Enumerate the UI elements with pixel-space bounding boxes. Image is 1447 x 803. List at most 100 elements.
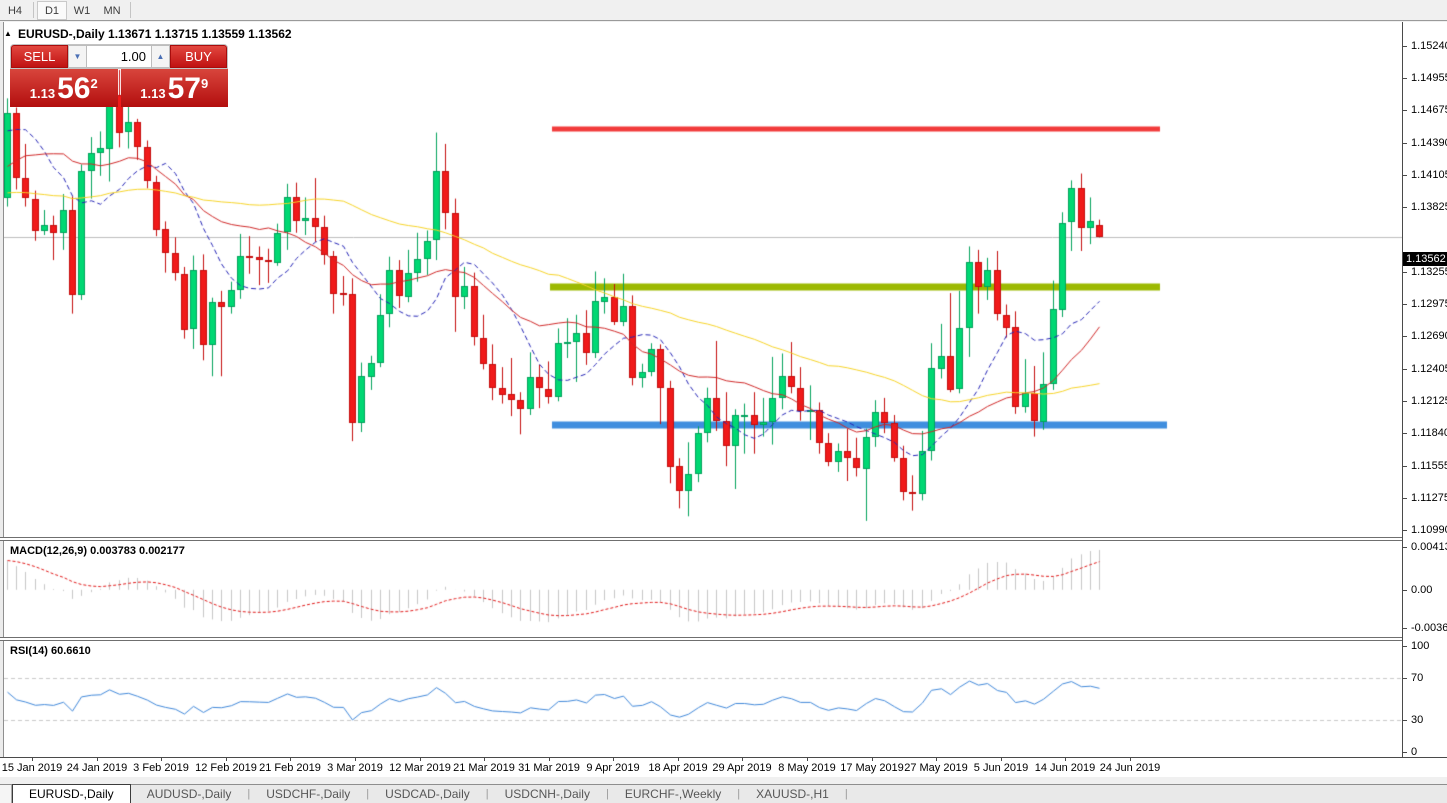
tab-separator: | xyxy=(485,788,489,800)
tab-eurchf-weekly[interactable]: EURCHF-,Weekly xyxy=(624,787,722,801)
tab-separator: | xyxy=(605,788,609,800)
tab-xauusd-h1[interactable]: XAUUSD-,H1 xyxy=(756,787,829,801)
date-axis[interactable]: 15 Jan 2019 24 Jan 2019 3 Feb 2019 12 Feb 2… xyxy=(0,757,1447,777)
tab-separator: | xyxy=(844,788,848,800)
rsi-label: RSI(14) 60.6610 xyxy=(10,645,91,657)
axis-tick xyxy=(1403,175,1407,176)
axis-tick xyxy=(1403,272,1407,273)
tab-separator: | xyxy=(366,788,370,800)
date-label: 3 Feb 2019 xyxy=(133,762,189,774)
price-chart-canvas[interactable] xyxy=(4,22,1402,537)
pane-splitter[interactable] xyxy=(0,537,1447,541)
chart-ohlc-values: 1.13671 1.13715 1.13559 1.13562 xyxy=(108,27,292,41)
date-label: 14 Jun 2019 xyxy=(1034,762,1096,774)
rsi-indicator-canvas[interactable] xyxy=(4,641,1402,756)
buy-price-panel[interactable]: 1.13 57 9 xyxy=(120,69,228,107)
macd-axis-label: 0.00 xyxy=(1411,584,1433,596)
timeframe-button-w1[interactable]: W1 xyxy=(73,4,91,17)
date-tick xyxy=(1130,758,1131,761)
price-axis-label: 1.11840 xyxy=(1411,427,1447,439)
axis-tick xyxy=(1403,547,1407,548)
macd-label: MACD(12,26,9) 0.003783 0.002177 xyxy=(10,545,185,557)
date-label: 5 Jun 2019 xyxy=(973,762,1029,774)
macd-axis-label: 0.004139 xyxy=(1411,541,1447,553)
date-tick xyxy=(872,758,873,761)
date-tick xyxy=(742,758,743,761)
rsi-axis-label: 0 xyxy=(1411,746,1418,758)
date-tick xyxy=(161,758,162,761)
axis-tick xyxy=(1403,143,1407,144)
axis-tick xyxy=(1403,530,1407,531)
axis-tick xyxy=(1403,46,1407,47)
axis-tick xyxy=(1403,336,1407,337)
price-axis-label: 1.14675 xyxy=(1411,104,1447,116)
sell-price-pip: 2 xyxy=(90,76,98,91)
price-axis-label: 1.14390 xyxy=(1411,137,1447,149)
timeframe-toolbar: H4 D1 W1 MN xyxy=(0,0,1447,21)
sell-price-panel[interactable]: 1.13 56 2 xyxy=(10,69,118,107)
date-label: 3 Mar 2019 xyxy=(327,762,383,774)
axis-tick xyxy=(1403,720,1407,721)
pane-splitter[interactable] xyxy=(0,637,1447,641)
date-label: 17 May 2019 xyxy=(840,762,904,774)
tab-separator: | xyxy=(247,788,251,800)
axis-tick xyxy=(1403,628,1407,629)
axis-tick xyxy=(1403,678,1407,679)
volume-input[interactable] xyxy=(87,45,151,68)
price-axis-label: 1.10990 xyxy=(1411,524,1447,536)
date-tick xyxy=(97,758,98,761)
one-click-trade-widget: SELL ▼ ▲ BUY 1.13 56 2 1.13 57 9 xyxy=(10,44,228,107)
macd-indicator-canvas[interactable] xyxy=(4,541,1402,636)
date-label: 24 Jan 2019 xyxy=(66,762,128,774)
sell-price-prefix: 1.13 xyxy=(29,86,56,101)
tab-usdchf-daily[interactable]: USDCHF-,Daily xyxy=(266,787,351,801)
timeframe-button-h4[interactable]: H4 xyxy=(7,4,23,17)
axis-tick xyxy=(1403,78,1407,79)
toolbar-separator xyxy=(33,2,34,18)
timeframe-button-d1[interactable]: D1 xyxy=(37,1,67,20)
tab-bar-gripper xyxy=(0,785,12,803)
buy-price-pip: 9 xyxy=(200,76,209,91)
timeframe-button-mn[interactable]: MN xyxy=(103,4,121,17)
chart-collapse-icon[interactable]: ▲ xyxy=(4,29,12,38)
price-axis-label: 1.12125 xyxy=(1411,395,1447,407)
date-tick xyxy=(32,758,33,761)
current-price-badge: 1.13562 xyxy=(1403,252,1447,266)
date-label: 12 Feb 2019 xyxy=(195,762,257,774)
tab-audusd-daily[interactable]: AUDUSD-,Daily xyxy=(146,787,232,801)
axis-tick xyxy=(1403,466,1407,467)
rsi-axis-label: 30 xyxy=(1411,714,1424,726)
sell-button[interactable]: SELL xyxy=(11,45,68,68)
volume-up-icon[interactable]: ▲ xyxy=(151,45,170,68)
price-axis[interactable]: 1.15240 1.14955 1.14675 1.14390 1.14105 1.138… xyxy=(1402,22,1447,758)
buy-price-big: 57 xyxy=(167,72,201,105)
tab-usdcad-daily[interactable]: USDCAD-,Daily xyxy=(385,787,470,801)
date-tick xyxy=(355,758,356,761)
axis-tick xyxy=(1403,433,1407,434)
date-label: 27 May 2019 xyxy=(904,762,968,774)
tab-usdcnh-daily[interactable]: USDCNH-,Daily xyxy=(504,787,590,801)
sell-price-big: 56 xyxy=(57,72,91,105)
buy-button[interactable]: BUY xyxy=(170,45,227,68)
date-label: 31 Mar 2019 xyxy=(518,762,580,774)
price-axis-label: 1.12975 xyxy=(1411,298,1447,310)
rsi-axis-label: 100 xyxy=(1411,640,1430,652)
price-axis-label: 1.14955 xyxy=(1411,72,1447,84)
date-tick xyxy=(549,758,550,761)
volume-down-icon[interactable]: ▼ xyxy=(68,45,87,68)
rsi-axis-label: 70 xyxy=(1411,672,1424,684)
axis-tick xyxy=(1403,110,1407,111)
date-tick xyxy=(678,758,679,761)
chart-tab-bar: EURUSD-,Daily AUDUSD-,Daily | USDCHF-,Da… xyxy=(0,784,1447,803)
tab-eurusd-daily[interactable]: EURUSD-,Daily xyxy=(12,784,131,803)
price-axis-label: 1.12690 xyxy=(1411,330,1447,342)
axis-tick xyxy=(1403,207,1407,208)
date-label: 18 Apr 2019 xyxy=(648,762,708,774)
date-tick xyxy=(484,758,485,761)
price-axis-label: 1.13255 xyxy=(1411,266,1447,278)
axis-tick xyxy=(1403,498,1407,499)
date-tick xyxy=(420,758,421,761)
date-label: 12 Mar 2019 xyxy=(389,762,451,774)
date-tick xyxy=(226,758,227,761)
price-axis-label: 1.15240 xyxy=(1411,40,1447,52)
